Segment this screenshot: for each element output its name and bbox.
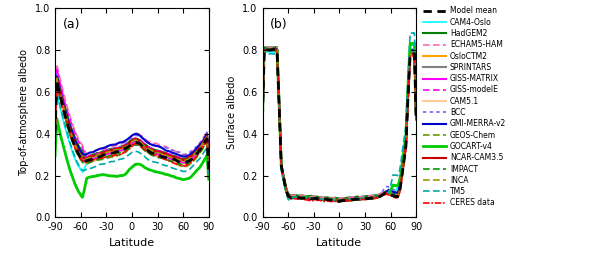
X-axis label: Latitude: Latitude xyxy=(316,238,362,248)
Y-axis label: Surface albedo: Surface albedo xyxy=(226,76,237,149)
Y-axis label: Top-of-atmosphere albedo: Top-of-atmosphere albedo xyxy=(20,49,29,176)
Legend: Model mean, CAM4-Oslo, HadGEM2, ECHAM5-HAM, OsloCTM2, SPRINTARS, GISS-MATRIX, GI: Model mean, CAM4-Oslo, HadGEM2, ECHAM5-H… xyxy=(423,7,506,208)
Text: (b): (b) xyxy=(270,18,288,31)
Text: (a): (a) xyxy=(63,18,80,31)
X-axis label: Latitude: Latitude xyxy=(109,238,155,248)
